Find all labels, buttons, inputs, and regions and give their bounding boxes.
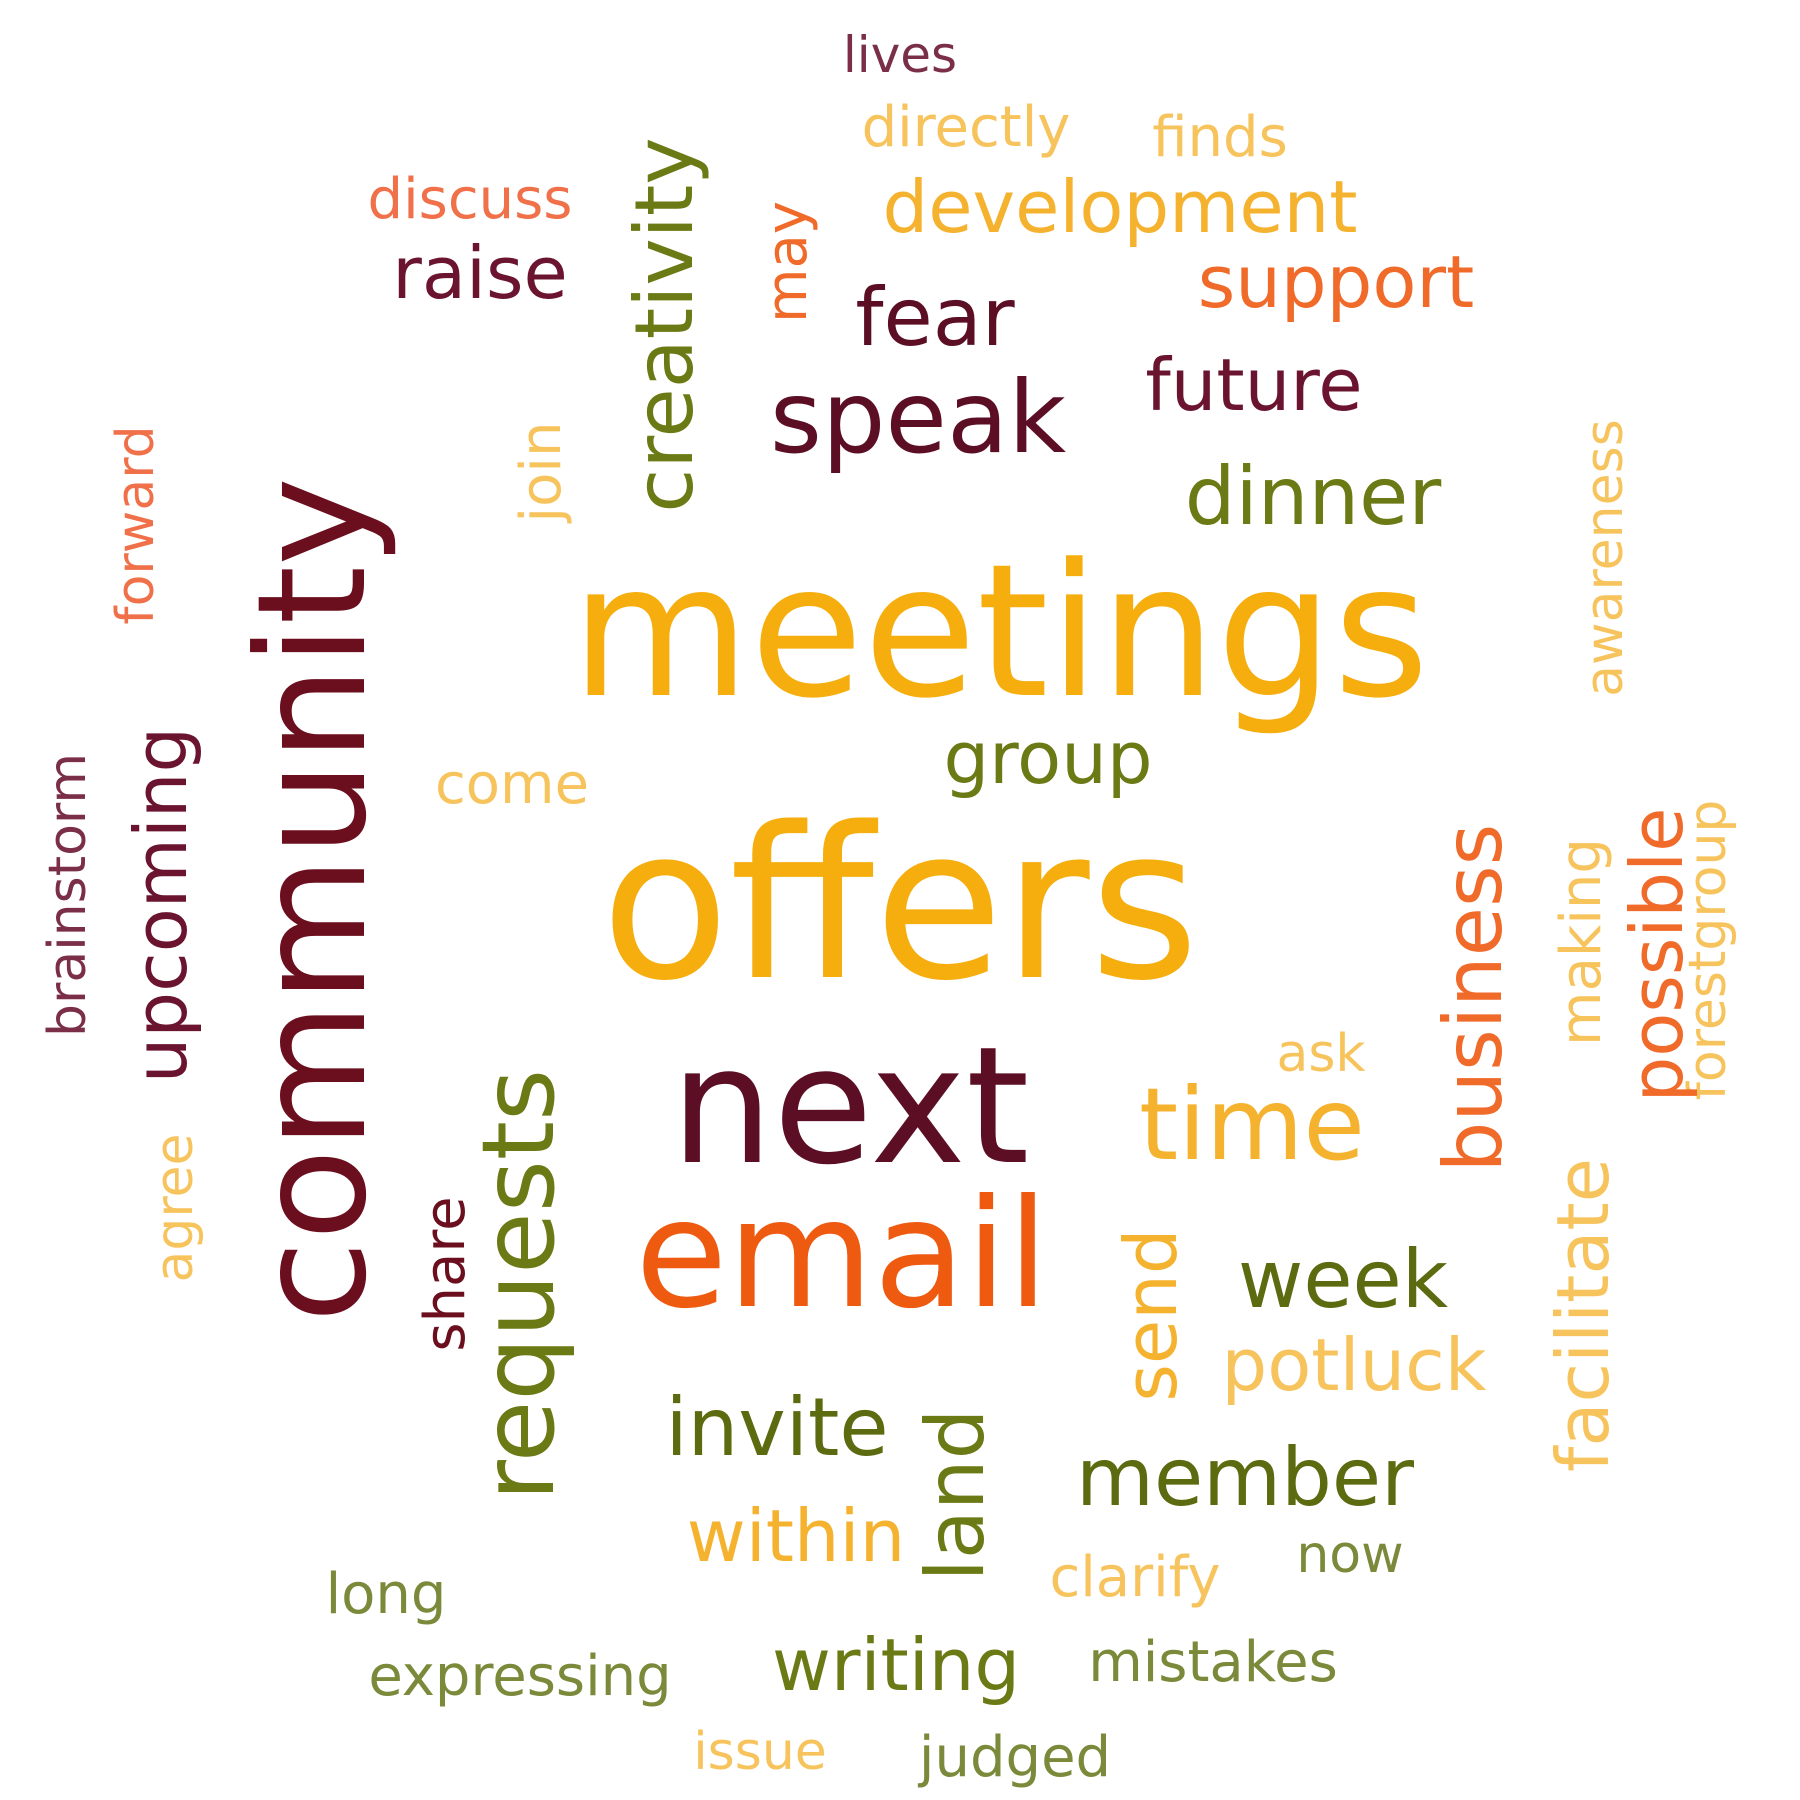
- word-making: making: [1549, 838, 1614, 1046]
- word-facilitate: facilitate: [1541, 1158, 1625, 1472]
- word-business: business: [1427, 823, 1520, 1173]
- word-land: land: [909, 1408, 1002, 1582]
- word-issue: issue: [693, 1722, 827, 1782]
- word-upcoming: upcoming: [119, 726, 203, 1084]
- word-next: next: [670, 1013, 1030, 1201]
- word-send: send: [1109, 1228, 1193, 1402]
- word-lives: lives: [842, 26, 958, 84]
- word-invite: invite: [665, 1381, 889, 1474]
- word-potluck: potluck: [1221, 1323, 1487, 1407]
- word-long: long: [325, 1562, 447, 1627]
- word-join: join: [509, 421, 574, 523]
- word-community: community: [226, 477, 400, 1323]
- word-judged: judged: [918, 1725, 1112, 1790]
- word-mistakes: mistakes: [1088, 1630, 1338, 1695]
- word-week: week: [1237, 1233, 1449, 1326]
- word-directly: directly: [861, 95, 1071, 160]
- word-requests: requests: [460, 1068, 577, 1502]
- word-clarify: clarify: [1049, 1545, 1221, 1610]
- word-meetings: meetings: [570, 525, 1430, 739]
- word-fear: fear: [855, 271, 1015, 364]
- word-now: now: [1296, 1525, 1404, 1585]
- word-forward: forward: [106, 425, 166, 625]
- word-come: come: [434, 752, 590, 817]
- word-raise: raise: [392, 231, 568, 315]
- word-discuss: discuss: [367, 167, 573, 232]
- word-writing: writing: [771, 1623, 1021, 1707]
- word-awareness: awareness: [1575, 419, 1635, 697]
- word-dinner: dinner: [1184, 450, 1442, 543]
- word-time: time: [1139, 1066, 1365, 1183]
- word-member: member: [1076, 1431, 1414, 1524]
- word-agree: agree: [145, 1133, 205, 1283]
- word-support: support: [1197, 240, 1475, 324]
- word-possible: possible: [1615, 807, 1699, 1103]
- word-group: group: [943, 716, 1153, 800]
- word-email: email: [635, 1168, 1049, 1342]
- word-share: share: [413, 1196, 478, 1352]
- word-future: future: [1145, 343, 1363, 427]
- word-speak: speak: [769, 359, 1067, 476]
- word-may: may: [755, 200, 820, 324]
- word-within: within: [686, 1494, 906, 1578]
- word-offers: offers: [600, 782, 1200, 1027]
- word-expressing: expressing: [368, 1644, 672, 1709]
- word-brainstorm: brainstorm: [38, 752, 98, 1038]
- word-finds: finds: [1152, 105, 1288, 170]
- word-development: development: [882, 165, 1358, 249]
- word-creativity: creativity: [618, 137, 711, 513]
- word-ask: ask: [1276, 1024, 1366, 1084]
